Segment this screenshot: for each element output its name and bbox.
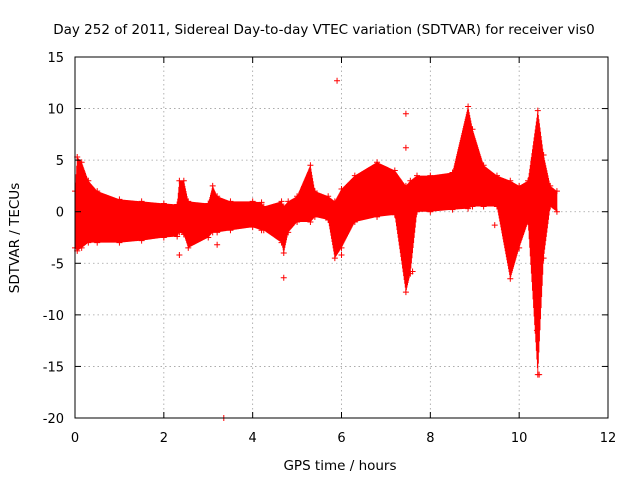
data-band	[74, 106, 558, 375]
x-tick-label: 8	[426, 431, 434, 446]
outlier-point	[334, 77, 341, 84]
x-tick-label: 6	[337, 431, 345, 446]
y-tick-label: 10	[47, 103, 64, 118]
data-series	[72, 77, 560, 421]
chart-title: Day 252 of 2011, Sidereal Day-to-day VTE…	[53, 22, 595, 38]
outlier-point	[536, 371, 543, 378]
y-tick-label: -5	[51, 257, 64, 272]
outlier-point	[409, 268, 416, 275]
outlier-point	[533, 327, 540, 334]
outlier-point	[280, 274, 287, 281]
y-tick-label: 0	[56, 206, 64, 221]
y-axis-label: SDTVAR / TECUs	[7, 183, 23, 293]
y-tick-label: -10	[43, 309, 64, 324]
x-axis-label: GPS time / hours	[283, 458, 396, 474]
axis-ticks: 0 2 4 6 8 10 12 -20 -15 -10 -5 0 5 10 15	[43, 51, 617, 446]
outlier-point	[338, 252, 345, 259]
x-tick-label: 10	[511, 431, 528, 446]
y-tick-label: 5	[56, 154, 64, 169]
outlier-point	[176, 252, 183, 259]
y-tick-label: -15	[43, 360, 64, 375]
outlier-point	[491, 222, 498, 229]
y-tick-label: -20	[43, 412, 64, 427]
x-tick-label: 12	[600, 431, 617, 446]
x-tick-label: 4	[249, 431, 257, 446]
x-tick-label: 2	[160, 431, 168, 446]
y-tick-label: 15	[47, 51, 64, 66]
outlier-point	[402, 144, 409, 151]
band-edge-markers	[72, 103, 560, 378]
outlier-point	[402, 110, 409, 117]
outlier-point	[214, 241, 221, 248]
x-tick-label: 0	[71, 431, 79, 446]
